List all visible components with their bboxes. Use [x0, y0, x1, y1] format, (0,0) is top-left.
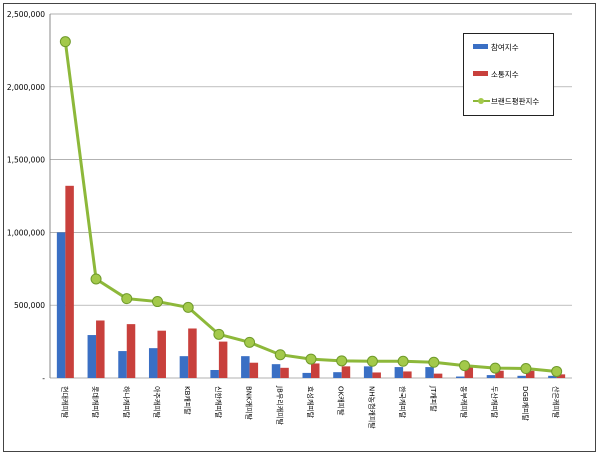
bar-참여지수	[425, 367, 434, 378]
x-tick-label: 산은캐피탈	[552, 386, 561, 419]
line-point	[182, 301, 194, 313]
bar-참여지수	[148, 348, 158, 378]
y-tick-label: 2,000,000	[7, 83, 45, 92]
line-point	[59, 36, 71, 48]
x-tick-label: KB캐피탈	[183, 386, 192, 415]
line-point	[151, 296, 163, 308]
x-tick-label: 롯데캐피탈	[91, 386, 100, 419]
line-point	[213, 328, 225, 340]
y-tick-label: 1,000,000	[7, 228, 45, 237]
line-point	[274, 349, 286, 361]
bar-소통지수	[525, 370, 535, 378]
bar-참여지수	[456, 376, 465, 378]
bar-참여지수	[118, 351, 127, 378]
x-tick-label: 두산캐피탈	[490, 386, 499, 419]
x-tick-label: 현대캐피탈	[60, 386, 69, 419]
bar-소통지수	[556, 374, 566, 378]
bar-참여지수	[517, 375, 526, 378]
bar-소통지수	[96, 320, 105, 378]
bar-참여지수	[241, 356, 250, 378]
bar-소통지수	[280, 367, 289, 378]
y-tick-label: 1,500,000	[7, 156, 45, 165]
line-point	[366, 355, 378, 367]
legend-swatch	[473, 44, 488, 49]
x-tick-label: BNK캐피탈	[245, 386, 254, 421]
line-point	[90, 273, 102, 285]
legend-marker	[478, 98, 484, 104]
bar-참여지수	[179, 356, 189, 378]
bar-소통지수	[372, 372, 381, 378]
bar-참여지수	[394, 367, 404, 378]
bar-참여지수	[302, 372, 311, 378]
x-tick-label: 신한캐피탈	[214, 386, 223, 419]
bar-소통지수	[464, 366, 474, 378]
bar-참여지수	[333, 372, 342, 378]
x-tick-label: OK캐피탈	[337, 386, 346, 416]
line-point	[489, 362, 501, 374]
bar-참여지수	[271, 364, 281, 378]
legend-label: 브랜드평판지수	[491, 96, 539, 106]
bar-소통지수	[126, 324, 136, 378]
line-point	[305, 353, 317, 365]
bar-소통지수	[495, 370, 504, 378]
y-tick-label: 2,500,000	[7, 10, 45, 19]
line-point	[428, 356, 440, 368]
bar-소통지수	[218, 341, 228, 378]
y-tick-label: -	[42, 374, 45, 383]
bar-참여지수	[87, 335, 97, 378]
bar-소통지수	[188, 328, 197, 378]
x-tick-label: JB우리캐피탈	[275, 385, 284, 426]
bar-참여지수	[486, 375, 496, 378]
x-tick-label: JT캐피탈	[429, 385, 438, 412]
y-tick-label: 500,000	[14, 301, 45, 310]
x-tick-label: 한국캐피탈	[398, 386, 407, 419]
bar-소통지수	[65, 185, 74, 378]
line-point	[244, 336, 256, 348]
legend-label: 소통지수	[491, 70, 519, 79]
legend-label: 참여지수	[491, 42, 519, 52]
bar-소통지수	[249, 362, 259, 378]
line-point	[551, 365, 563, 377]
line-point	[397, 355, 409, 367]
x-tick-label: 아주캐피탈	[152, 386, 161, 419]
bar-참여지수	[56, 232, 66, 378]
bar-소통지수	[341, 366, 351, 378]
bar-소통지수	[433, 373, 443, 378]
bar-참여지수	[210, 369, 219, 378]
line-point	[336, 355, 348, 367]
x-tick-label: DGB캐피탈	[521, 386, 530, 421]
bar-소통지수	[403, 371, 412, 378]
x-tick-label: NH농협캐피탈	[367, 386, 376, 429]
bar-참여지수	[548, 375, 557, 378]
line-point	[121, 293, 133, 305]
line-point	[520, 363, 532, 375]
bar-참여지수	[363, 366, 373, 378]
x-tick-label: 동부캐피탈	[460, 386, 469, 419]
bar-소통지수	[311, 363, 320, 378]
legend-swatch	[473, 71, 488, 76]
x-tick-label: 효성캐피탈	[306, 386, 315, 419]
x-tick-label: 하나캐피탈	[122, 386, 131, 419]
line-point	[459, 360, 471, 372]
bar-소통지수	[157, 330, 166, 378]
